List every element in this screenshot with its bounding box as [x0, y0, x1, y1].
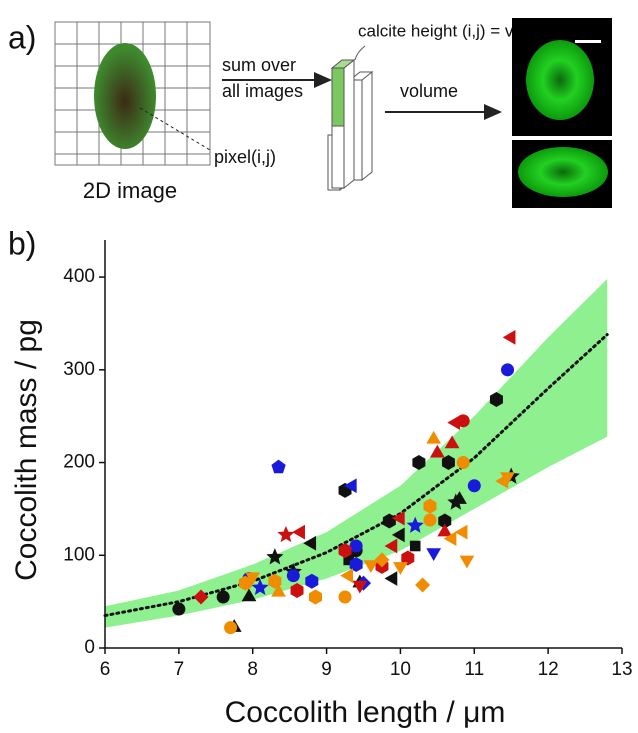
volume-blob	[518, 147, 608, 197]
pointer	[139, 107, 211, 151]
point	[409, 540, 421, 552]
scale-bar	[575, 40, 601, 43]
plot: 6 7 8 9 10 11 12 13 0 100 200 300 400	[63, 240, 633, 680]
point	[467, 479, 481, 493]
point	[343, 478, 357, 494]
point	[352, 580, 368, 594]
point	[224, 621, 238, 635]
point	[423, 513, 437, 527]
point	[406, 516, 424, 533]
point	[338, 543, 352, 559]
volume-blob	[526, 40, 594, 120]
y-tick-label: 400	[63, 266, 95, 287]
point	[238, 575, 252, 591]
volume-label: volume	[400, 81, 458, 101]
image-caption: 2D image	[83, 178, 177, 203]
point	[459, 555, 475, 569]
x-tick-label: 12	[538, 659, 559, 680]
x-axis-label: Coccolith length / μm	[225, 696, 506, 729]
point	[447, 493, 465, 510]
pixel-label: pixel(i,j)	[214, 147, 276, 167]
confidence-band	[105, 278, 608, 628]
point	[412, 455, 426, 471]
sum-label: all images	[222, 81, 303, 101]
point	[374, 552, 390, 568]
point	[401, 550, 415, 566]
point	[338, 590, 352, 604]
panel-label: b)	[8, 225, 36, 261]
point	[501, 363, 515, 377]
point	[216, 590, 230, 604]
y-tick-label: 100	[63, 544, 95, 565]
point	[172, 602, 186, 616]
point	[286, 569, 300, 583]
y-tick-label: 300	[63, 359, 95, 380]
point	[349, 539, 363, 553]
point	[393, 562, 408, 575]
point	[456, 456, 470, 470]
point	[266, 548, 284, 565]
point	[305, 573, 319, 589]
x-tick-label: 8	[247, 659, 258, 680]
point	[241, 588, 257, 602]
point	[391, 510, 405, 526]
sum-label: sum over	[222, 55, 296, 75]
height-label: calcite height (i,j) = vt(i,j)	[358, 21, 542, 40]
point	[384, 571, 398, 586]
point	[290, 583, 304, 599]
y-tick-label: 0	[84, 637, 95, 658]
point	[426, 548, 442, 561]
x-tick-label: 6	[100, 659, 111, 680]
point	[438, 513, 452, 529]
point	[245, 572, 261, 586]
pointer	[354, 45, 366, 61]
point	[363, 560, 379, 574]
point	[437, 523, 453, 537]
y-tick-label: 200	[63, 452, 95, 473]
point	[429, 444, 445, 458]
point	[443, 531, 457, 546]
x-tick-label: 13	[611, 659, 632, 680]
fit-line	[103, 333, 609, 618]
columns	[327, 58, 374, 192]
point	[489, 391, 503, 407]
point	[426, 430, 442, 444]
point	[303, 535, 317, 551]
panel-label: a)	[8, 19, 36, 55]
point	[308, 589, 322, 605]
point	[444, 435, 460, 449]
point	[271, 459, 286, 474]
point	[384, 538, 398, 554]
point	[340, 568, 353, 584]
point	[271, 583, 286, 597]
x-tick-label: 7	[174, 659, 185, 680]
point	[277, 525, 295, 543]
point	[423, 498, 437, 514]
point	[193, 589, 209, 605]
point	[500, 472, 515, 485]
point	[454, 524, 468, 540]
x-tick-label: 11	[464, 659, 484, 680]
point	[415, 577, 431, 593]
point	[447, 415, 461, 431]
point	[441, 455, 455, 471]
point	[382, 513, 396, 529]
point	[391, 527, 405, 543]
point	[349, 557, 363, 573]
point	[292, 524, 305, 540]
point	[502, 330, 516, 345]
cell-image	[94, 43, 156, 149]
y-axis-label: Coccolith mass / pg	[10, 319, 43, 581]
x-tick-label: 9	[321, 659, 332, 680]
point	[251, 578, 269, 596]
x-tick-label: 10	[390, 659, 411, 680]
